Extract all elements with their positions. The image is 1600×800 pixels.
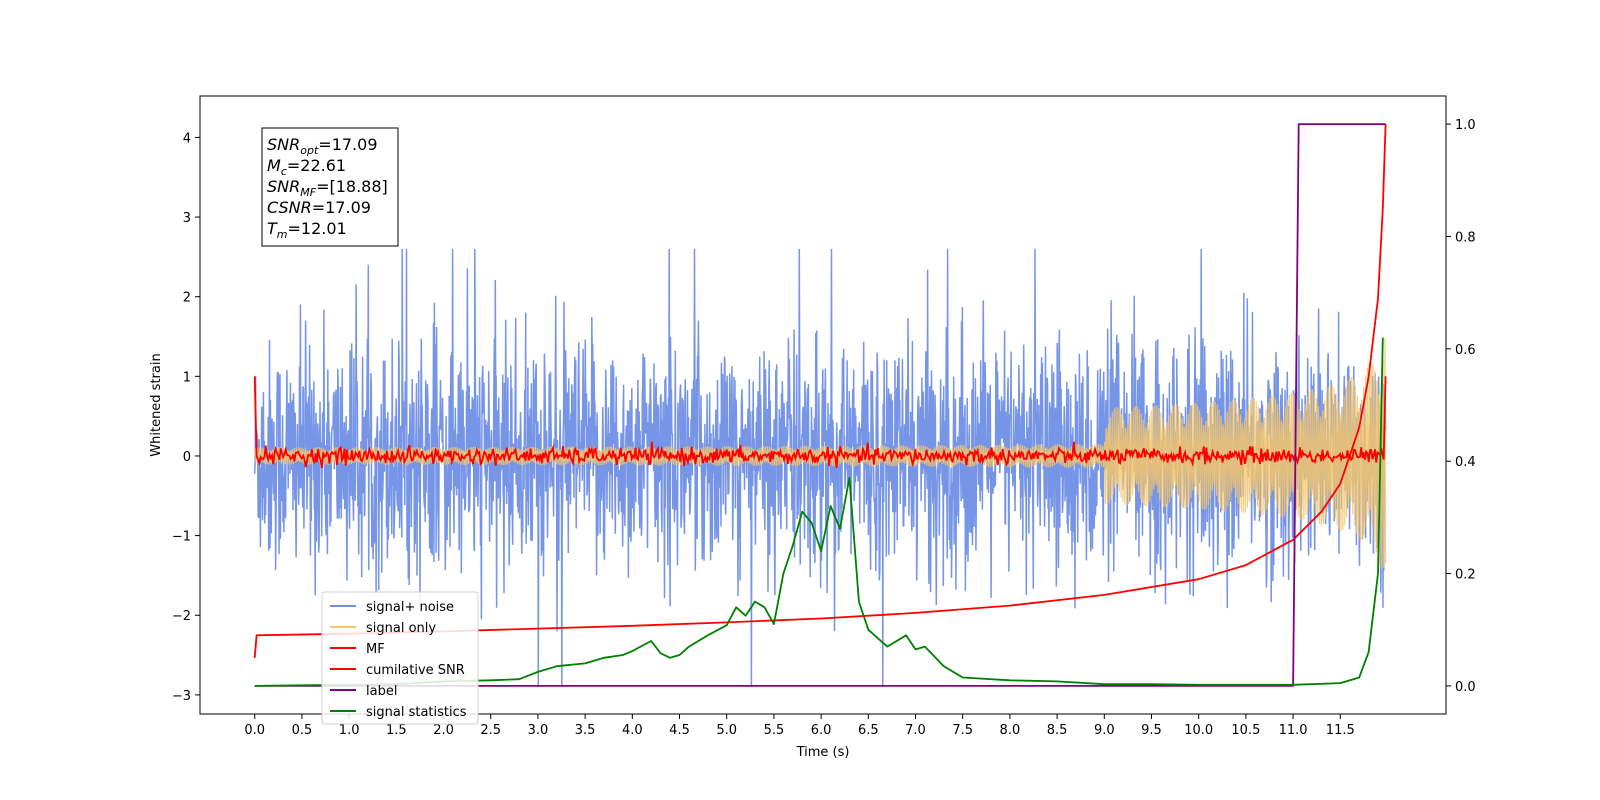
legend-entry: MF — [366, 642, 385, 657]
y-left-tick-label: 3 — [183, 211, 191, 226]
x-axis-label: Time (s) — [796, 745, 850, 760]
y-left-tick-label: 4 — [183, 131, 191, 146]
x-tick-label: 5.5 — [764, 723, 785, 738]
x-tick-label: 8.5 — [1047, 723, 1068, 738]
info-line: Mc=22.61 — [267, 156, 346, 178]
x-tick-label: 3.0 — [528, 723, 549, 738]
y-left-tick-label: −2 — [172, 609, 191, 624]
info-box-frame — [261, 127, 399, 247]
x-tick-label: 7.0 — [905, 723, 926, 738]
y-left-tick-label: −1 — [172, 530, 191, 545]
y-left-tick-label: 1 — [183, 370, 191, 385]
legend-entry: signal statistics — [366, 705, 467, 720]
x-tick-label: 9.0 — [1094, 723, 1115, 738]
series-signal-statistics — [254, 337, 1384, 687]
y-left-tick-label: −3 — [172, 689, 191, 704]
series-mf — [253, 376, 1387, 469]
x-tick-label: 11.5 — [1326, 723, 1355, 738]
x-tick-label: 8.0 — [1000, 723, 1021, 738]
x-tick-label: 4.0 — [622, 723, 643, 738]
legend: signal+ noise signal only MF cumilative SNR… — [321, 591, 479, 725]
x-tick-label: 5.0 — [716, 723, 737, 738]
y-right-tick-label: 0.8 — [1455, 230, 1476, 245]
x-tick-label: 10.0 — [1184, 723, 1213, 738]
legend-entry: label — [366, 684, 397, 699]
x-tick-label: 4.5 — [669, 723, 690, 738]
x-tick-label: 6.0 — [811, 723, 832, 738]
legend-entry: signal+ noise — [366, 600, 454, 615]
y-right-tick-label: 1.0 — [1455, 118, 1476, 133]
y-left-tick-label: 0 — [183, 450, 191, 465]
info-line: SNRMF=[18.88] — [267, 177, 388, 199]
x-tick-label: 2.0 — [433, 723, 454, 738]
y-left-tick-label: 2 — [183, 291, 191, 306]
info-line: CSNR=17.09 — [267, 198, 371, 217]
x-tick-label: 11.0 — [1279, 723, 1308, 738]
series-signal-only — [254, 338, 1387, 570]
series-label — [254, 123, 1386, 687]
info-annotation-box: SNRopt=17.09Mc=22.61SNRMF=[18.88]CSNR=17… — [261, 127, 399, 247]
x-tick-label: 7.5 — [952, 723, 973, 738]
legend-frame — [321, 591, 479, 725]
x-tick-label: 0.5 — [292, 723, 313, 738]
x-tick-label: 10.5 — [1231, 723, 1260, 738]
x-tick-label: 1.5 — [386, 723, 407, 738]
x-tick-label: 3.5 — [575, 723, 596, 738]
x-tick-label: 0.0 — [244, 723, 265, 738]
plot-frame — [199, 95, 1447, 715]
y-right-tick-label: 0.2 — [1455, 568, 1476, 583]
info-line: Tm=12.01 — [267, 219, 347, 241]
y-right-tick-label: 0.0 — [1455, 680, 1476, 695]
info-line: SNRopt=17.09 — [267, 135, 378, 157]
x-tick-label: 6.5 — [858, 723, 879, 738]
y-right-tick-label: 0.4 — [1455, 455, 1476, 470]
legend-entry: signal only — [366, 621, 436, 636]
x-tick-label: 2.5 — [480, 723, 501, 738]
x-tick-label: 1.0 — [339, 723, 360, 738]
x-tick-label: 9.5 — [1141, 723, 1162, 738]
legend-entry: cumilative SNR — [366, 663, 465, 678]
y-right-tick-label: 0.6 — [1455, 343, 1476, 358]
y-axis-label: Whitened strain — [149, 353, 164, 456]
